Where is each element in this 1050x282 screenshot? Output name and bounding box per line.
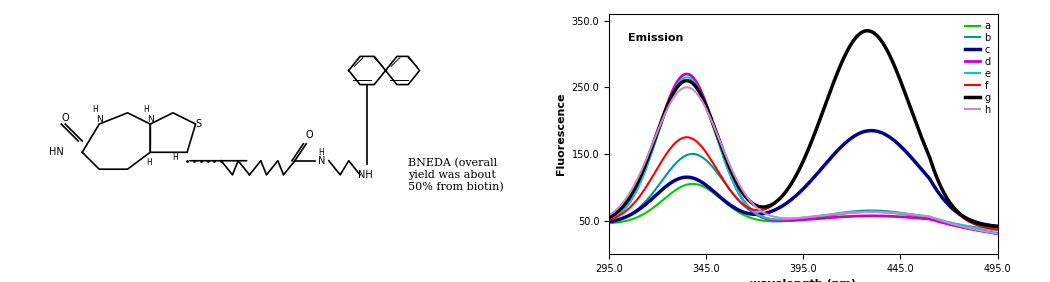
Text: S: S <box>195 119 202 129</box>
e <box>992 229 1005 232</box>
d <box>930 219 943 222</box>
Text: H: H <box>172 153 177 162</box>
f <box>1001 229 1013 232</box>
g <box>794 165 806 169</box>
c <box>818 164 831 167</box>
h <box>793 216 805 220</box>
Text: HN: HN <box>49 147 64 157</box>
Text: N: N <box>318 156 326 166</box>
h <box>603 213 615 217</box>
Text: Emission: Emission <box>628 33 684 43</box>
h <box>680 85 693 89</box>
Line: e: e <box>609 77 1007 232</box>
g <box>992 225 1005 228</box>
d <box>992 232 1005 235</box>
g <box>603 216 615 219</box>
b <box>840 210 853 214</box>
g <box>818 105 831 109</box>
c <box>1001 226 1013 229</box>
f <box>818 105 831 109</box>
c <box>992 225 1005 228</box>
d <box>1001 233 1013 237</box>
e <box>1001 230 1013 233</box>
Text: H: H <box>92 105 98 114</box>
b <box>930 218 943 221</box>
X-axis label: wavelength (nm): wavelength (nm) <box>750 279 857 282</box>
c <box>603 220 615 223</box>
d <box>795 218 807 222</box>
a <box>793 218 805 222</box>
Text: H: H <box>146 158 152 167</box>
f <box>861 29 874 32</box>
h <box>795 216 807 219</box>
f <box>840 52 853 55</box>
b <box>793 217 805 221</box>
Legend: a, b, c, d, e, f, g, h: a, b, c, d, e, f, g, h <box>961 17 994 118</box>
h <box>1001 233 1013 237</box>
Text: O: O <box>306 130 313 140</box>
Line: b: b <box>609 154 1007 230</box>
Text: N: N <box>96 115 103 124</box>
Line: f: f <box>609 31 1007 230</box>
d <box>819 216 832 220</box>
b <box>687 152 699 156</box>
Text: H: H <box>144 105 149 114</box>
e <box>680 76 693 79</box>
Text: H: H <box>318 148 324 157</box>
e <box>930 217 943 220</box>
Line: c: c <box>609 131 1007 227</box>
d <box>840 215 853 218</box>
b <box>992 228 1005 232</box>
e <box>793 217 805 220</box>
b <box>603 220 615 224</box>
Y-axis label: Fluorescence: Fluorescence <box>555 93 566 175</box>
a <box>603 221 615 225</box>
b <box>795 217 807 221</box>
Text: O: O <box>61 113 69 124</box>
a <box>819 215 832 218</box>
g <box>1001 226 1013 229</box>
a <box>840 212 853 215</box>
g <box>840 52 853 55</box>
c <box>930 188 943 191</box>
a <box>795 218 807 221</box>
c <box>840 141 853 144</box>
f <box>992 228 1005 231</box>
g <box>930 174 943 178</box>
b <box>819 214 832 217</box>
Text: N: N <box>147 115 153 124</box>
c <box>794 190 806 193</box>
Line: h: h <box>609 87 1007 235</box>
c <box>792 192 804 195</box>
h <box>840 211 853 215</box>
Line: a: a <box>609 184 1007 235</box>
Text: BNEDA (overall
yield was about
50% from biotin): BNEDA (overall yield was about 50% from … <box>408 158 504 192</box>
e <box>819 213 832 217</box>
a <box>930 219 943 222</box>
f <box>792 170 804 173</box>
a <box>1001 233 1013 237</box>
g <box>792 170 804 173</box>
d <box>793 218 805 222</box>
Line: d: d <box>609 74 1007 235</box>
g <box>861 29 874 32</box>
e <box>795 216 807 220</box>
f <box>930 175 943 178</box>
a <box>687 182 699 186</box>
h <box>992 232 1005 235</box>
d <box>680 72 693 76</box>
a <box>992 232 1005 235</box>
h <box>930 217 943 221</box>
c <box>865 129 878 132</box>
Line: g: g <box>609 31 1007 227</box>
f <box>794 165 806 169</box>
h <box>819 213 832 217</box>
Text: NH: NH <box>358 170 373 180</box>
e <box>840 211 853 215</box>
f <box>603 218 615 222</box>
d <box>603 218 615 221</box>
e <box>603 218 615 221</box>
b <box>1001 229 1013 232</box>
